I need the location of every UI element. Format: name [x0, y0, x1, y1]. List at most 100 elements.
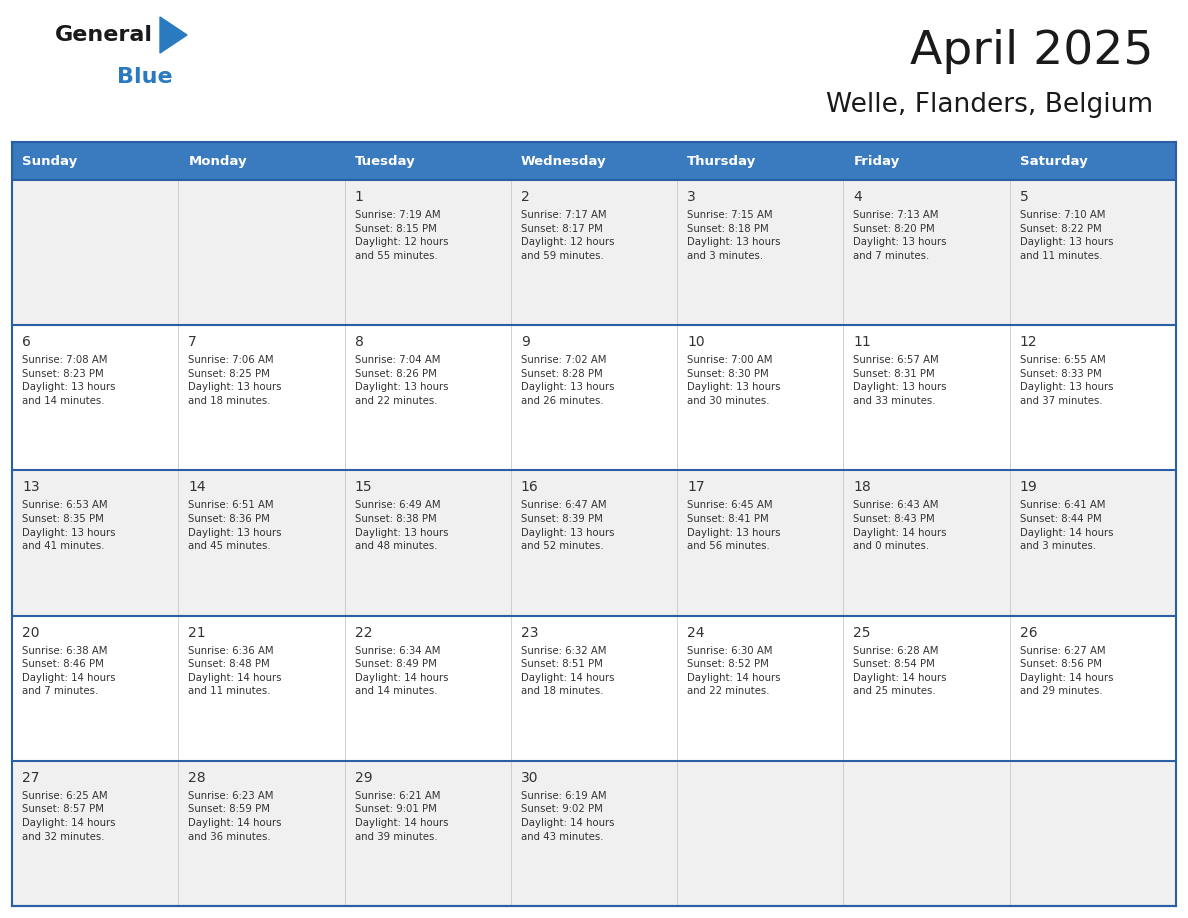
Text: Sunrise: 7:06 AM
Sunset: 8:25 PM
Daylight: 13 hours
and 18 minutes.: Sunrise: 7:06 AM Sunset: 8:25 PM Dayligh…	[188, 355, 282, 406]
Bar	[12, 325, 178, 470]
Text: Sunrise: 7:10 AM
Sunset: 8:22 PM
Daylight: 13 hours
and 11 minutes.: Sunrise: 7:10 AM Sunset: 8:22 PM Dayligh…	[1019, 210, 1113, 261]
Text: 29: 29	[354, 771, 372, 785]
Text: Sunrise: 6:38 AM
Sunset: 8:46 PM
Daylight: 14 hours
and 7 minutes.: Sunrise: 6:38 AM Sunset: 8:46 PM Dayligh…	[23, 645, 115, 697]
Text: 17: 17	[687, 480, 704, 495]
Text: Sunrise: 6:51 AM
Sunset: 8:36 PM
Daylight: 13 hours
and 45 minutes.: Sunrise: 6:51 AM Sunset: 8:36 PM Dayligh…	[188, 500, 282, 551]
Bar	[511, 142, 677, 180]
Text: Sunrise: 7:02 AM
Sunset: 8:28 PM
Daylight: 13 hours
and 26 minutes.: Sunrise: 7:02 AM Sunset: 8:28 PM Dayligh…	[520, 355, 614, 406]
Text: Sunday: Sunday	[23, 154, 77, 167]
Text: Tuesday: Tuesday	[354, 154, 416, 167]
Text: Sunrise: 7:04 AM
Sunset: 8:26 PM
Daylight: 13 hours
and 22 minutes.: Sunrise: 7:04 AM Sunset: 8:26 PM Dayligh…	[354, 355, 448, 406]
Bar	[12, 180, 178, 325]
Bar	[178, 761, 345, 906]
Text: Sunrise: 7:13 AM
Sunset: 8:20 PM
Daylight: 13 hours
and 7 minutes.: Sunrise: 7:13 AM Sunset: 8:20 PM Dayligh…	[853, 210, 947, 261]
Text: Sunrise: 6:27 AM
Sunset: 8:56 PM
Daylight: 14 hours
and 29 minutes.: Sunrise: 6:27 AM Sunset: 8:56 PM Dayligh…	[1019, 645, 1113, 697]
Text: 18: 18	[853, 480, 871, 495]
Text: Sunrise: 6:21 AM
Sunset: 9:01 PM
Daylight: 14 hours
and 39 minutes.: Sunrise: 6:21 AM Sunset: 9:01 PM Dayligh…	[354, 790, 448, 842]
Text: Sunrise: 6:28 AM
Sunset: 8:54 PM
Daylight: 14 hours
and 25 minutes.: Sunrise: 6:28 AM Sunset: 8:54 PM Dayligh…	[853, 645, 947, 697]
Bar	[843, 142, 1010, 180]
Text: Blue: Blue	[116, 67, 172, 87]
Text: Sunrise: 6:41 AM
Sunset: 8:44 PM
Daylight: 14 hours
and 3 minutes.: Sunrise: 6:41 AM Sunset: 8:44 PM Dayligh…	[1019, 500, 1113, 551]
Text: Sunrise: 6:30 AM
Sunset: 8:52 PM
Daylight: 14 hours
and 22 minutes.: Sunrise: 6:30 AM Sunset: 8:52 PM Dayligh…	[687, 645, 781, 697]
Text: 21: 21	[188, 625, 206, 640]
Text: Sunrise: 6:53 AM
Sunset: 8:35 PM
Daylight: 13 hours
and 41 minutes.: Sunrise: 6:53 AM Sunset: 8:35 PM Dayligh…	[23, 500, 115, 551]
Text: Thursday: Thursday	[687, 154, 757, 167]
Bar	[178, 325, 345, 470]
Text: 5: 5	[1019, 190, 1029, 204]
Text: Sunrise: 7:17 AM
Sunset: 8:17 PM
Daylight: 12 hours
and 59 minutes.: Sunrise: 7:17 AM Sunset: 8:17 PM Dayligh…	[520, 210, 614, 261]
Text: Sunrise: 7:15 AM
Sunset: 8:18 PM
Daylight: 13 hours
and 3 minutes.: Sunrise: 7:15 AM Sunset: 8:18 PM Dayligh…	[687, 210, 781, 261]
Text: 22: 22	[354, 625, 372, 640]
Bar	[677, 761, 843, 906]
Bar	[1010, 616, 1176, 761]
Text: Sunrise: 6:55 AM
Sunset: 8:33 PM
Daylight: 13 hours
and 37 minutes.: Sunrise: 6:55 AM Sunset: 8:33 PM Dayligh…	[1019, 355, 1113, 406]
Text: Welle, Flanders, Belgium: Welle, Flanders, Belgium	[826, 92, 1154, 118]
Bar	[1010, 761, 1176, 906]
Text: Sunrise: 6:49 AM
Sunset: 8:38 PM
Daylight: 13 hours
and 48 minutes.: Sunrise: 6:49 AM Sunset: 8:38 PM Dayligh…	[354, 500, 448, 551]
Text: Friday: Friday	[853, 154, 899, 167]
Text: 28: 28	[188, 771, 206, 785]
Bar	[345, 761, 511, 906]
Text: 10: 10	[687, 335, 704, 349]
Text: Sunrise: 6:36 AM
Sunset: 8:48 PM
Daylight: 14 hours
and 11 minutes.: Sunrise: 6:36 AM Sunset: 8:48 PM Dayligh…	[188, 645, 282, 697]
Bar	[345, 470, 511, 616]
Text: 13: 13	[23, 480, 39, 495]
Bar	[677, 616, 843, 761]
Bar	[511, 761, 677, 906]
Text: Sunrise: 6:25 AM
Sunset: 8:57 PM
Daylight: 14 hours
and 32 minutes.: Sunrise: 6:25 AM Sunset: 8:57 PM Dayligh…	[23, 790, 115, 842]
Bar	[12, 142, 178, 180]
Text: 24: 24	[687, 625, 704, 640]
Text: 11: 11	[853, 335, 871, 349]
Bar	[677, 180, 843, 325]
Text: General: General	[55, 25, 153, 45]
Text: 2: 2	[520, 190, 530, 204]
Bar	[345, 616, 511, 761]
Text: Sunrise: 7:08 AM
Sunset: 8:23 PM
Daylight: 13 hours
and 14 minutes.: Sunrise: 7:08 AM Sunset: 8:23 PM Dayligh…	[23, 355, 115, 406]
Bar	[677, 325, 843, 470]
Bar	[1010, 180, 1176, 325]
Bar	[345, 142, 511, 180]
Text: April 2025: April 2025	[910, 29, 1154, 74]
Text: Sunrise: 7:19 AM
Sunset: 8:15 PM
Daylight: 12 hours
and 55 minutes.: Sunrise: 7:19 AM Sunset: 8:15 PM Dayligh…	[354, 210, 448, 261]
Text: 23: 23	[520, 625, 538, 640]
Text: 30: 30	[520, 771, 538, 785]
Text: Sunrise: 6:45 AM
Sunset: 8:41 PM
Daylight: 13 hours
and 56 minutes.: Sunrise: 6:45 AM Sunset: 8:41 PM Dayligh…	[687, 500, 781, 551]
Text: 1: 1	[354, 190, 364, 204]
Text: Saturday: Saturday	[1019, 154, 1087, 167]
Polygon shape	[160, 17, 187, 53]
Text: 9: 9	[520, 335, 530, 349]
Text: 8: 8	[354, 335, 364, 349]
Text: Sunrise: 6:32 AM
Sunset: 8:51 PM
Daylight: 14 hours
and 18 minutes.: Sunrise: 6:32 AM Sunset: 8:51 PM Dayligh…	[520, 645, 614, 697]
Bar	[677, 470, 843, 616]
Bar	[12, 761, 178, 906]
Bar	[178, 470, 345, 616]
Text: Sunrise: 6:47 AM
Sunset: 8:39 PM
Daylight: 13 hours
and 52 minutes.: Sunrise: 6:47 AM Sunset: 8:39 PM Dayligh…	[520, 500, 614, 551]
Bar	[677, 142, 843, 180]
Text: 3: 3	[687, 190, 696, 204]
Text: Sunrise: 6:57 AM
Sunset: 8:31 PM
Daylight: 13 hours
and 33 minutes.: Sunrise: 6:57 AM Sunset: 8:31 PM Dayligh…	[853, 355, 947, 406]
Bar	[843, 180, 1010, 325]
Bar	[511, 470, 677, 616]
Text: Sunrise: 6:34 AM
Sunset: 8:49 PM
Daylight: 14 hours
and 14 minutes.: Sunrise: 6:34 AM Sunset: 8:49 PM Dayligh…	[354, 645, 448, 697]
Text: 20: 20	[23, 625, 39, 640]
Text: 14: 14	[188, 480, 206, 495]
Bar	[345, 180, 511, 325]
Bar	[178, 180, 345, 325]
Text: Monday: Monday	[188, 154, 247, 167]
Bar	[345, 325, 511, 470]
Bar	[12, 470, 178, 616]
Bar	[12, 616, 178, 761]
Bar	[843, 761, 1010, 906]
Bar	[511, 616, 677, 761]
Bar	[178, 616, 345, 761]
Text: 19: 19	[1019, 480, 1037, 495]
Text: 15: 15	[354, 480, 372, 495]
Bar	[511, 325, 677, 470]
Text: 27: 27	[23, 771, 39, 785]
Text: 25: 25	[853, 625, 871, 640]
Bar	[843, 470, 1010, 616]
Text: 12: 12	[1019, 335, 1037, 349]
Text: Sunrise: 6:19 AM
Sunset: 9:02 PM
Daylight: 14 hours
and 43 minutes.: Sunrise: 6:19 AM Sunset: 9:02 PM Dayligh…	[520, 790, 614, 842]
Bar	[1010, 470, 1176, 616]
Bar	[1010, 325, 1176, 470]
